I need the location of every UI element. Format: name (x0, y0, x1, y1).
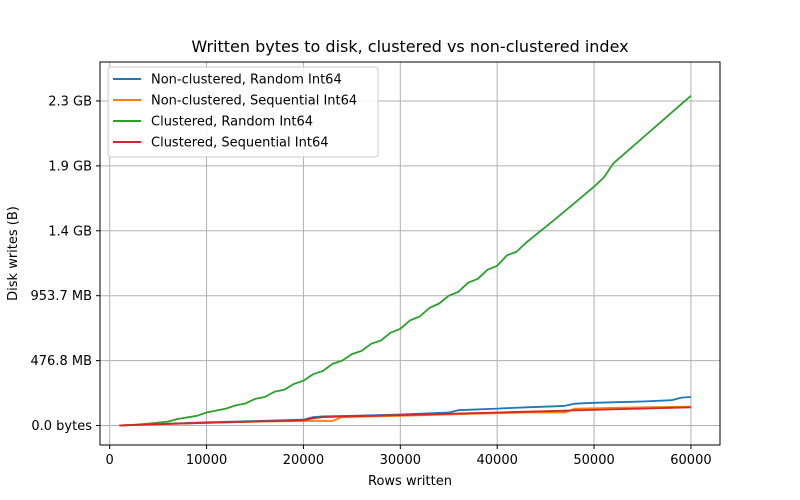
series-line-3 (119, 95, 692, 427)
x-tick-label: 20000 (283, 453, 324, 468)
x-axis-label: Rows written (368, 474, 452, 489)
y-tick-label: 1.9 GB (48, 159, 92, 174)
legend-entry: Clustered, Random Int64 (151, 115, 313, 130)
x-tick-label: 10000 (186, 453, 227, 468)
y-tick-label: 476.8 MB (31, 354, 92, 369)
x-tick-label: 40000 (477, 453, 518, 468)
x-tick-label: 0 (106, 453, 114, 468)
legend-entry: Non-clustered, Sequential Int64 (151, 94, 357, 109)
legend-box (107, 66, 379, 158)
y-tick-label: 953.7 MB (31, 289, 92, 304)
series-line-1 (119, 396, 691, 427)
plot-frame (99, 61, 721, 446)
y-tick-label: 2.3 GB (48, 94, 92, 109)
x-tick-label: 60000 (670, 453, 711, 468)
chart-title: Written bytes to disk, clustered vs non-… (191, 37, 628, 56)
series-lines (119, 95, 692, 427)
x-tick-label: 30000 (380, 453, 421, 468)
legend: Non-clustered, Random Int64 Non-clustered… (107, 66, 379, 158)
grid (100, 62, 720, 445)
y-tick-label: 0.0 bytes (31, 419, 92, 434)
legend-entry: Clustered, Sequential Int64 (151, 136, 328, 151)
series-line-4 (119, 406, 691, 427)
axis-ticks: 0 10000 20000 30000 40000 50000 60000 0.0 bytes… (31, 94, 712, 468)
y-tick-label: 1.4 GB (48, 224, 92, 239)
x-tick-label: 50000 (573, 453, 614, 468)
y-axis-label: Disk writes (B) (6, 206, 21, 301)
legend-entry: Non-clustered, Random Int64 (151, 73, 342, 88)
